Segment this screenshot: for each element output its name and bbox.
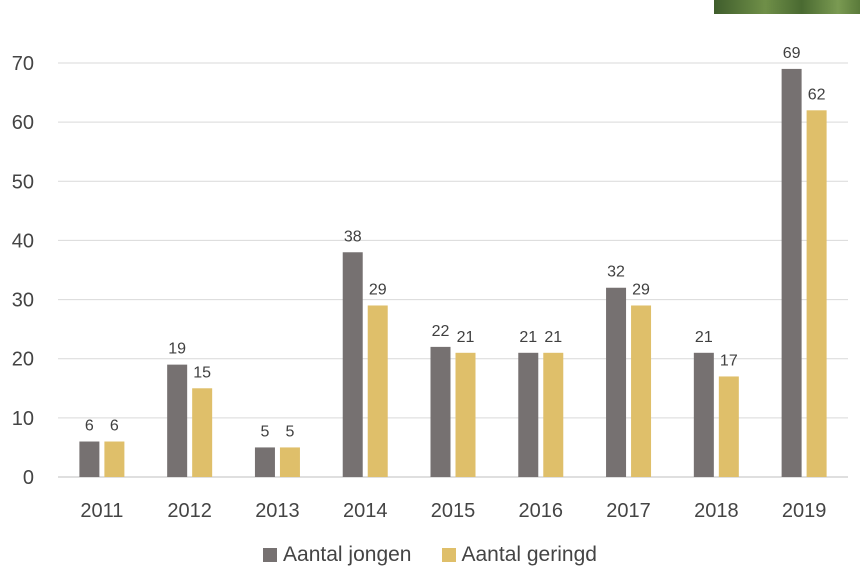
x-tick-label: 2018 xyxy=(694,500,739,522)
data-label: 15 xyxy=(193,364,211,381)
data-label: 22 xyxy=(432,323,450,340)
bar-aantal-geringd xyxy=(718,376,739,477)
data-label: 5 xyxy=(260,423,269,440)
bar-aantal-geringd xyxy=(806,110,827,478)
legend-label-geringd: Aantal geringd xyxy=(461,543,597,566)
legend-swatch-geringd xyxy=(441,548,456,562)
y-tick-label: 10 xyxy=(12,408,34,430)
x-tick-label: 2012 xyxy=(167,500,212,522)
data-label: 62 xyxy=(808,86,826,103)
corner-photo xyxy=(714,0,860,14)
bar-aantal-jongen xyxy=(254,447,275,477)
legend-item-jongen: Aantal jongen xyxy=(263,543,412,567)
bar-chart: 0 10 20 30 40 50 60 70 6 6 19 15 5 5 38 29 22 21 21 21 32 29… xyxy=(12,45,848,522)
bar-aantal-geringd xyxy=(279,447,300,477)
data-label: 19 xyxy=(168,341,186,358)
data-labels: 6 6 19 15 5 5 38 29 22 21 21 21 32 29 21 17 69 62 xyxy=(85,45,826,441)
data-label: 6 xyxy=(110,418,119,435)
bar-aantal-jongen xyxy=(781,68,802,478)
legend-item-geringd: Aantal geringd xyxy=(441,543,597,567)
bar-aantal-geringd xyxy=(367,305,388,477)
legend-swatch-jongen xyxy=(263,548,278,562)
bar-aantal-geringd xyxy=(104,441,125,477)
data-label: 32 xyxy=(607,264,625,281)
data-label: 5 xyxy=(285,423,294,440)
bar-aantal-geringd xyxy=(192,388,213,477)
y-tick-label: 0 xyxy=(23,467,34,489)
bar-aantal-jongen xyxy=(342,252,363,477)
bar-aantal-jongen xyxy=(167,364,188,477)
bar-aantal-geringd xyxy=(455,352,476,477)
x-tick-label: 2014 xyxy=(343,500,388,522)
gridlines xyxy=(58,62,848,478)
x-tick-label: 2019 xyxy=(782,500,827,522)
y-tick-label: 70 xyxy=(12,53,34,75)
y-axis: 0 10 20 30 40 50 60 70 xyxy=(12,53,34,489)
data-label: 21 xyxy=(457,329,475,346)
data-label: 38 xyxy=(344,228,362,245)
data-label: 6 xyxy=(85,418,94,435)
bar-aantal-jongen xyxy=(79,441,100,477)
bar-aantal-jongen xyxy=(518,352,539,477)
data-label: 21 xyxy=(544,329,562,346)
x-tick-label: 2017 xyxy=(606,500,651,522)
bar-aantal-geringd xyxy=(543,352,564,477)
y-tick-label: 20 xyxy=(12,349,34,371)
data-label: 21 xyxy=(695,329,713,346)
data-label: 69 xyxy=(783,45,801,62)
bar-aantal-jongen xyxy=(430,346,451,477)
x-tick-label: 2013 xyxy=(255,500,300,522)
bar-aantal-jongen xyxy=(606,287,627,477)
x-tick-label: 2015 xyxy=(431,500,476,522)
bar-aantal-geringd xyxy=(631,305,652,477)
data-label: 29 xyxy=(369,281,387,298)
y-tick-label: 30 xyxy=(12,290,34,312)
y-tick-label: 50 xyxy=(12,171,34,193)
bar-aantal-jongen xyxy=(693,352,714,477)
data-label: 17 xyxy=(720,352,738,369)
legend-label-jongen: Aantal jongen xyxy=(283,543,412,566)
data-label: 29 xyxy=(632,281,650,298)
x-axis: 2011 2012 2013 2014 2015 2016 2017 2018 2019 xyxy=(80,500,826,522)
y-tick-label: 40 xyxy=(12,230,34,252)
data-label: 21 xyxy=(519,329,537,346)
x-tick-label: 2016 xyxy=(519,500,564,522)
bars xyxy=(79,68,827,478)
y-tick-label: 60 xyxy=(12,112,34,134)
legend: Aantal jongen Aantal geringd xyxy=(0,541,860,569)
x-tick-label: 2011 xyxy=(80,500,123,522)
